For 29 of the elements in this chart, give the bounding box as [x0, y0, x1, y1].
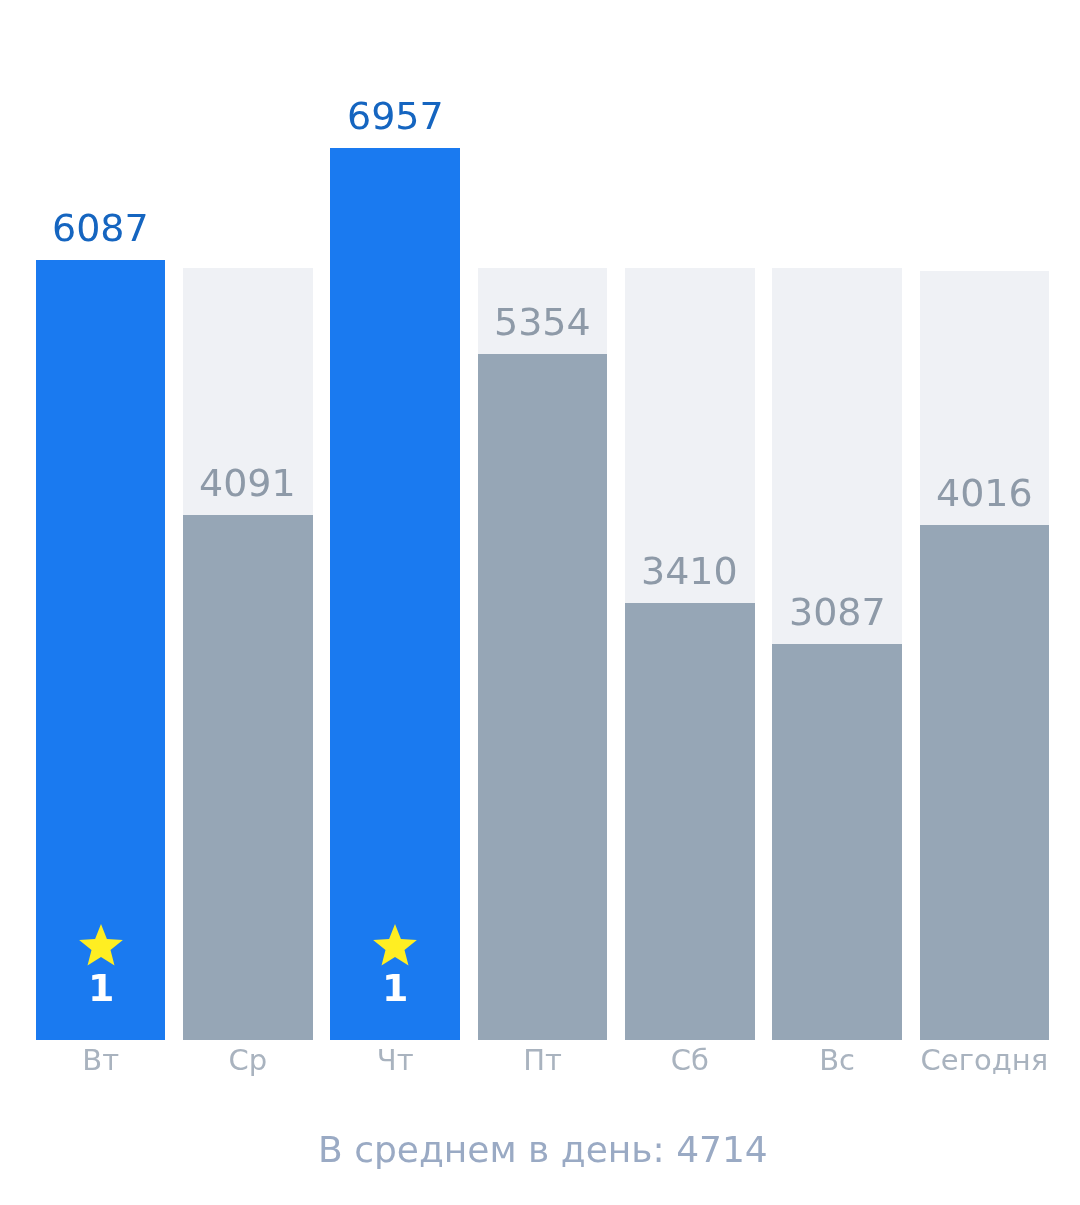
bar — [772, 268, 902, 645]
x-tick-label: Вс — [819, 1043, 855, 1077]
bar — [477, 353, 608, 1040]
annotation: 1 — [88, 966, 115, 1010]
data-label: 5354 — [494, 300, 591, 344]
x-tick-label: Сегодня — [920, 1043, 1049, 1077]
data-label: 6087 — [52, 206, 149, 250]
x-tick-label: Чт — [376, 1043, 414, 1077]
bar — [330, 148, 461, 1040]
bar — [919, 525, 1050, 1040]
x-tick-label: Ср — [228, 1043, 268, 1077]
data-label: 6957 — [347, 94, 444, 138]
x-tick-label: Сб — [670, 1043, 709, 1077]
bar — [477, 268, 608, 354]
x-tick-label: Пт — [523, 1043, 562, 1077]
bar — [624, 268, 755, 603]
data-label: 3087 — [789, 590, 886, 634]
bar — [35, 259, 166, 1040]
bar — [772, 644, 902, 1040]
x-tick-label: Вт — [82, 1043, 120, 1077]
annotation: 1 — [382, 966, 409, 1010]
bar — [624, 602, 755, 1040]
bar — [919, 270, 1050, 526]
text: В среднем в день: 4714 — [318, 1129, 768, 1170]
data-label: 4016 — [936, 471, 1033, 515]
data-label: 3410 — [641, 549, 738, 593]
bar — [183, 268, 313, 516]
bar — [183, 515, 313, 1040]
data-label: 4091 — [199, 461, 296, 505]
